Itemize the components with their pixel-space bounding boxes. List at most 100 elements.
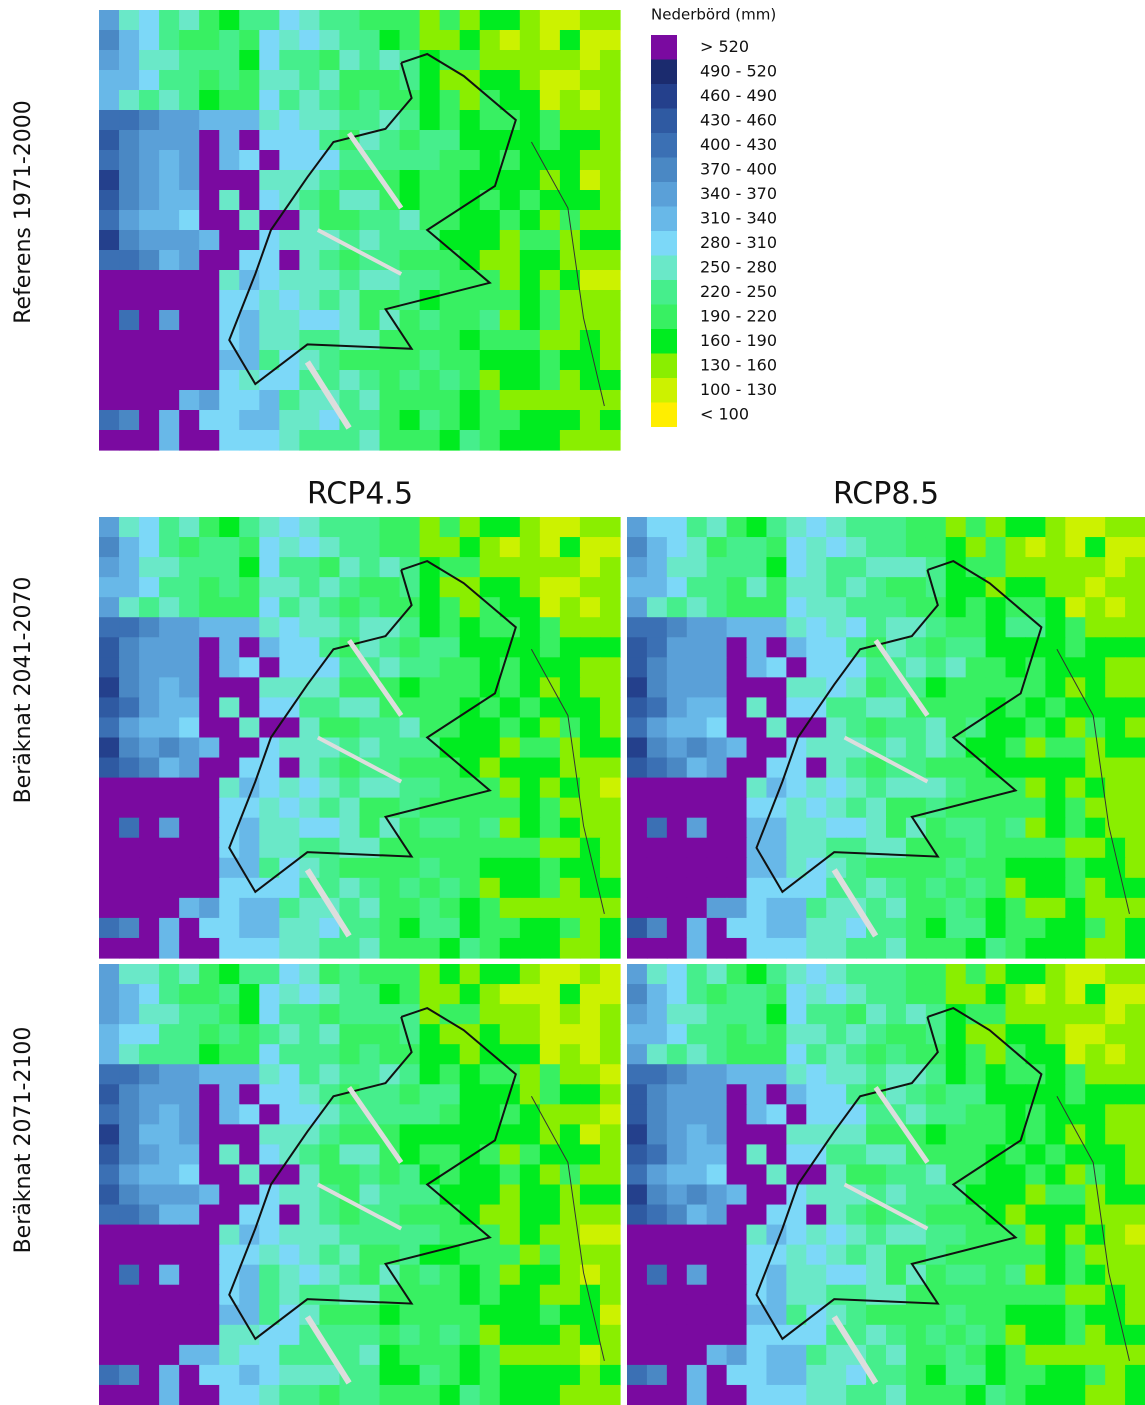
map-cell [559, 410, 581, 431]
legend-label: 460 - 490 [700, 86, 777, 105]
map-cell [925, 877, 947, 899]
map-cell [119, 597, 140, 618]
map-cell [627, 817, 648, 839]
map-cell [886, 1304, 907, 1326]
map-cell [259, 50, 280, 71]
map-cell [459, 1184, 481, 1206]
map-cell [786, 617, 807, 638]
map-lake [304, 1315, 352, 1385]
map-cell [806, 717, 827, 739]
map-cell [1025, 1144, 1046, 1166]
map-cell [139, 370, 160, 391]
map-cell [965, 877, 987, 899]
map-cell [439, 1084, 461, 1105]
map-cell [199, 130, 220, 151]
map-cell [519, 777, 541, 799]
map-cell [379, 270, 401, 291]
map-cell [1045, 1184, 1066, 1206]
map-cell [239, 657, 260, 678]
map-cell [279, 717, 300, 739]
map-cell [119, 837, 140, 859]
map-cell [179, 877, 200, 899]
map-cell [806, 1184, 827, 1206]
map-cell [905, 1344, 927, 1366]
map-cell [339, 837, 361, 859]
map-cell [379, 1224, 401, 1246]
map-cell [646, 897, 668, 919]
map-cell [766, 657, 787, 678]
map-cell [519, 1104, 541, 1125]
map-cell [579, 837, 601, 859]
map-cell [239, 1004, 260, 1025]
map-cell [559, 1364, 581, 1386]
map-cell [459, 410, 481, 431]
map-cell [459, 837, 481, 859]
map-cell [459, 370, 481, 391]
map-cell [399, 210, 421, 231]
map-cell [439, 677, 461, 699]
map-cell [1065, 1064, 1086, 1085]
map-cell [279, 777, 300, 799]
map-cell [339, 150, 361, 171]
map-cell [945, 1064, 967, 1085]
map-cell [99, 937, 120, 959]
map-cell [1065, 857, 1086, 879]
map-cell [886, 1164, 907, 1186]
map-cell [945, 657, 967, 678]
map-cell [1025, 1224, 1046, 1246]
map-cell [259, 897, 280, 919]
map-cell [319, 410, 341, 431]
map-cell [499, 1144, 521, 1166]
map-cell [479, 270, 501, 291]
map-cell [339, 170, 361, 191]
map-cell [985, 817, 1007, 839]
map-cell [1085, 1284, 1106, 1306]
map-cell [219, 517, 240, 538]
map-cell [179, 577, 200, 598]
map-cell [766, 1124, 787, 1146]
map-cell [379, 657, 401, 678]
map-cell [159, 937, 180, 959]
map-cell [519, 597, 541, 618]
map-cell [139, 1364, 160, 1386]
map-cell [806, 937, 827, 959]
map-cell [519, 857, 541, 879]
map-cell [419, 964, 441, 985]
map-cell [299, 1344, 321, 1366]
map-cell [539, 310, 561, 331]
map-cell [419, 917, 441, 939]
map-cell [379, 350, 401, 371]
map-cell [179, 964, 200, 985]
map-cell [706, 537, 728, 558]
map-cell [399, 797, 421, 819]
map-cell [806, 1204, 827, 1226]
map-cell [459, 637, 481, 658]
map-lake [347, 639, 404, 717]
map-cell [99, 797, 120, 819]
map-cell [239, 1284, 260, 1306]
map-cell [479, 857, 501, 879]
map-cell [1045, 1364, 1066, 1386]
map-cell [119, 1064, 140, 1085]
map-cell [539, 30, 561, 51]
map-cell [559, 637, 581, 658]
map-cell [159, 130, 180, 151]
map-cell [905, 1224, 927, 1246]
map-cell [579, 90, 601, 111]
map-cell [139, 1244, 160, 1266]
map-cell [159, 1164, 180, 1186]
map-cell [479, 537, 501, 558]
map-cell [905, 637, 927, 658]
map-cell [219, 1384, 240, 1405]
map-cell [439, 1264, 461, 1286]
map-cell [479, 1204, 501, 1226]
map-cell [379, 230, 401, 251]
map-cell [139, 130, 160, 151]
map-cell [905, 1024, 927, 1045]
map-cell [219, 637, 240, 658]
map-cell [479, 1004, 501, 1025]
map-cell [139, 897, 160, 919]
map-cell [459, 50, 481, 71]
map-cell [766, 1104, 787, 1125]
map-cell [559, 1004, 581, 1025]
